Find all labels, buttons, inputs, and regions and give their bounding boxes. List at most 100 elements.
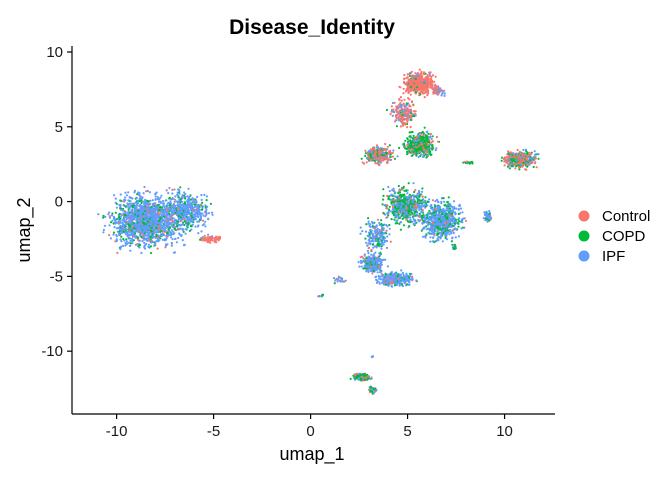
data-point <box>400 283 404 286</box>
data-point <box>408 114 412 117</box>
data-point <box>408 131 411 134</box>
data-point <box>431 199 434 202</box>
data-point <box>406 192 409 195</box>
data-point <box>392 149 395 152</box>
data-point <box>365 377 368 380</box>
data-point <box>429 153 432 157</box>
data-point <box>147 202 150 205</box>
data-point <box>372 240 375 243</box>
data-point <box>111 212 114 215</box>
data-point <box>521 165 524 168</box>
data-point <box>194 205 197 208</box>
data-point <box>359 259 362 262</box>
data-point <box>434 75 437 78</box>
data-point <box>119 232 122 235</box>
data-point <box>471 162 474 165</box>
data-point <box>368 246 371 249</box>
data-point <box>403 77 406 80</box>
data-point <box>418 68 421 71</box>
data-point <box>419 90 422 93</box>
data-point <box>431 146 434 149</box>
data-point <box>122 244 125 247</box>
data-point <box>175 241 178 244</box>
data-point <box>163 221 166 224</box>
data-point <box>171 192 174 195</box>
data-point <box>114 197 117 200</box>
data-point <box>402 224 406 227</box>
data-point <box>205 195 208 198</box>
data-point <box>164 217 167 220</box>
data-point <box>434 84 437 87</box>
data-point <box>396 155 399 158</box>
data-point <box>396 113 399 116</box>
data-point <box>332 277 336 280</box>
data-point <box>400 269 403 272</box>
data-point <box>448 203 451 206</box>
data-point <box>200 194 203 197</box>
data-point <box>398 280 401 283</box>
data-point <box>395 117 398 120</box>
data-point <box>407 182 410 185</box>
data-point <box>464 219 468 222</box>
data-point <box>121 227 124 230</box>
data-point <box>170 229 174 232</box>
data-point <box>389 149 392 153</box>
data-point <box>382 198 385 201</box>
data-point <box>129 239 132 242</box>
data-point <box>518 150 522 153</box>
data-point <box>404 118 407 121</box>
data-point <box>119 224 122 227</box>
data-point <box>426 143 429 146</box>
data-point <box>385 108 389 112</box>
data-point <box>534 157 537 160</box>
data-point <box>102 231 105 234</box>
data-point <box>442 207 445 211</box>
data-point <box>162 205 165 208</box>
data-point <box>405 218 408 221</box>
data-point <box>393 157 397 160</box>
data-point <box>377 244 380 247</box>
data-point <box>138 205 141 208</box>
data-point <box>130 208 133 212</box>
data-point <box>183 191 186 194</box>
data-point <box>207 212 211 215</box>
data-point <box>134 243 137 246</box>
data-point <box>393 111 396 114</box>
data-point <box>426 204 429 207</box>
data-point <box>404 139 407 142</box>
data-point <box>379 271 382 274</box>
data-point <box>195 207 198 210</box>
data-point <box>173 200 176 203</box>
data-point <box>168 212 171 215</box>
data-point <box>387 197 390 201</box>
data-point <box>418 202 421 205</box>
data-point <box>385 216 388 219</box>
data-point <box>400 99 403 102</box>
data-point <box>391 155 395 158</box>
data-point <box>196 195 199 198</box>
data-point <box>436 230 439 233</box>
data-point <box>408 216 412 219</box>
data-point <box>423 96 426 99</box>
data-point <box>120 235 123 238</box>
data-point <box>435 147 438 150</box>
data-point <box>402 185 405 188</box>
data-point <box>130 237 134 241</box>
data-point <box>388 195 391 198</box>
data-point <box>431 135 434 138</box>
data-point <box>441 227 445 230</box>
data-point <box>391 101 394 105</box>
data-point <box>367 222 370 225</box>
data-point <box>176 193 179 196</box>
data-point <box>177 220 180 223</box>
data-point <box>537 153 540 156</box>
data-point <box>371 225 374 228</box>
data-point <box>392 108 395 111</box>
data-point <box>199 203 202 206</box>
data-point <box>402 80 406 83</box>
data-point <box>420 72 423 75</box>
data-point <box>381 203 384 206</box>
data-point <box>406 126 409 129</box>
data-point <box>384 258 387 261</box>
data-point <box>405 122 408 125</box>
